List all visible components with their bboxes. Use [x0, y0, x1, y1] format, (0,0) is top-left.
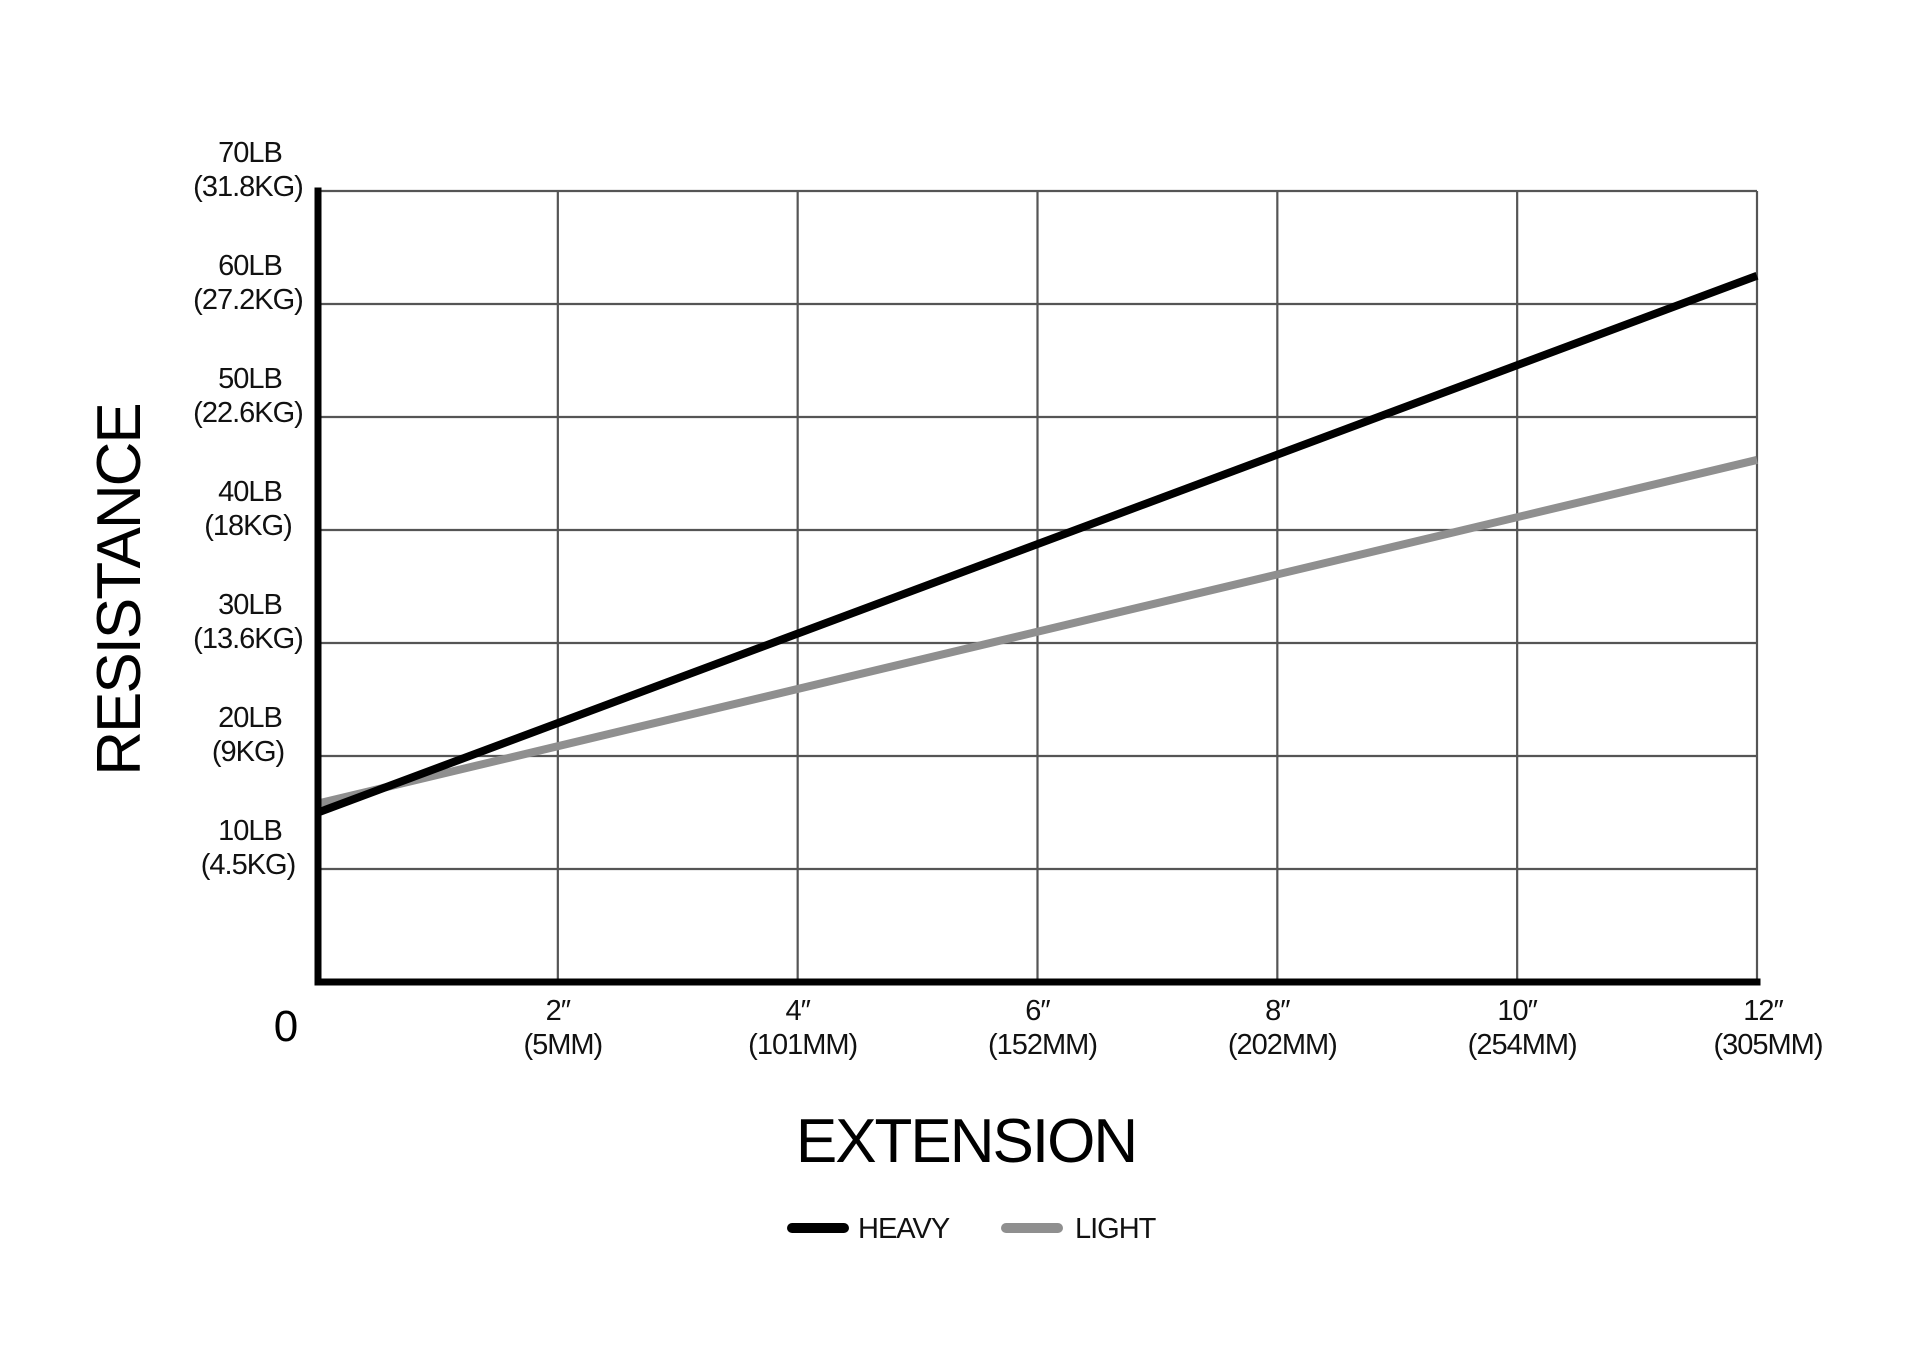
x-tick-sublabel: (254MM): [1468, 1029, 1577, 1061]
series-line-light: [317, 456, 1758, 808]
y-tick-sublabel: (9KG): [212, 736, 284, 768]
y-tick-sublabel: (31.8KG): [193, 171, 303, 203]
axes: [314, 187, 1761, 986]
x-tick-sublabel: (152MM): [988, 1029, 1097, 1061]
y-tick-label: 50LB: [218, 363, 282, 395]
x-tick-label: 10″: [1497, 995, 1537, 1027]
x-tick-sublabel: (202MM): [1228, 1029, 1337, 1061]
legend: HEAVY LIGHT: [787, 1213, 1158, 1245]
x-tick-sublabel: (5MM): [523, 1029, 602, 1061]
y-tick-sublabel: (27.2KG): [193, 284, 303, 316]
x-tick-label: 2″: [546, 995, 571, 1027]
x-tick-sublabel: (101MM): [748, 1029, 857, 1061]
legend-label-light: LIGHT: [1075, 1213, 1157, 1245]
x-axis-title: EXTENSION: [796, 1107, 1136, 1176]
series-line-heavy: [316, 272, 1759, 817]
x-tick-label: 8″: [1265, 995, 1290, 1027]
y-tick-sublabel: (18KG): [204, 510, 291, 542]
legend-label-heavy: HEAVY: [858, 1213, 950, 1245]
y-tick-sublabel: (13.6KG): [193, 623, 303, 655]
x-tick-label: 4″: [785, 995, 810, 1027]
y-tick-label: 20LB: [218, 702, 282, 734]
y-tick-label: 10LB: [218, 815, 282, 847]
series-layer: [316, 272, 1759, 817]
y-tick-label: 40LB: [218, 476, 282, 508]
grid: [318, 189, 1759, 982]
x-tick-label: 6″: [1025, 995, 1050, 1027]
y-tick-sublabel: (22.6KG): [193, 397, 303, 429]
y-tick-label: 60LB: [218, 250, 282, 282]
y-tick-label: 30LB: [218, 589, 282, 621]
y-tick-label: 70LB: [218, 137, 282, 169]
x-tick-sublabel: (305MM): [1713, 1029, 1822, 1061]
origin-label: 0: [274, 1002, 298, 1051]
y-tick-labels: 10LB(4.5KG) 20LB(9KG) 30LB(13.6KG) 40LB(18K…: [193, 137, 304, 881]
y-axis-title: RESISTANCE: [85, 404, 154, 776]
x-tick-label: 12″: [1743, 995, 1783, 1027]
x-tick-labels: 2″(5MM) 4″(101MM) 6″(152MM) 8″(202MM) 10″(25…: [523, 995, 1823, 1061]
y-tick-sublabel: (4.5KG): [201, 849, 296, 881]
